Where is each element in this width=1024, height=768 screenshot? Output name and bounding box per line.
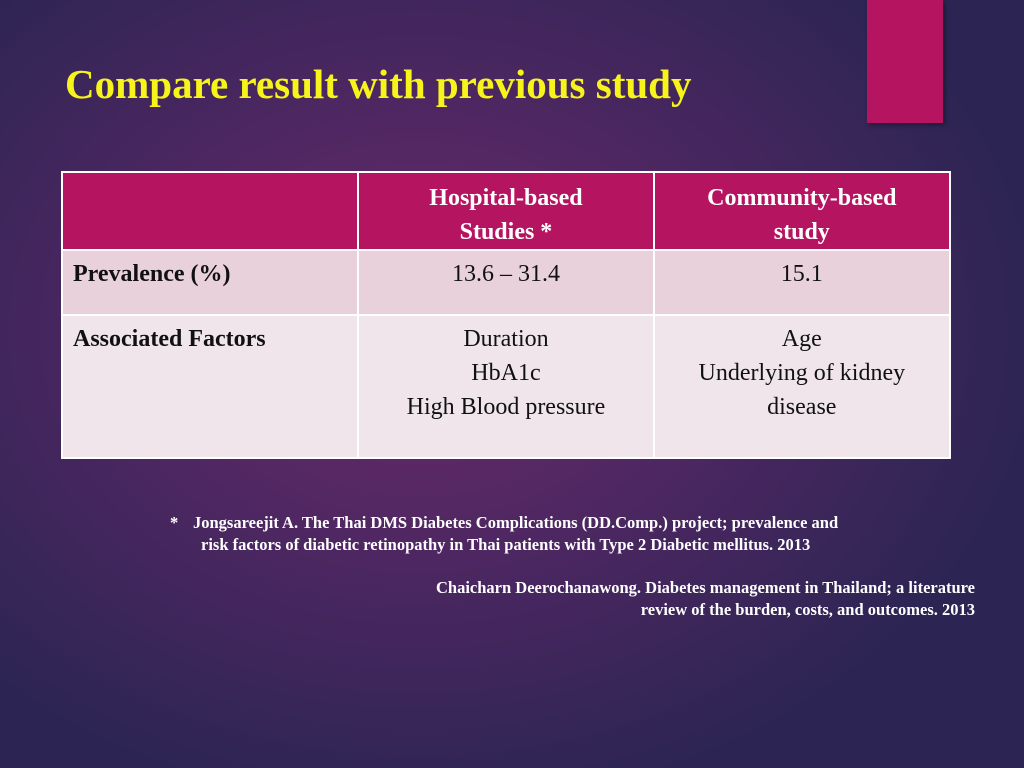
cell-line: disease bbox=[767, 394, 837, 420]
accent-bar bbox=[867, 0, 943, 123]
footnote-marker: * bbox=[170, 513, 179, 532]
cell-text: Associated Factors bbox=[73, 326, 266, 352]
cell-line: High Blood pressure bbox=[406, 394, 606, 420]
table-cell: Community-based study bbox=[652, 171, 952, 251]
table-row: Prevalence (%) 13.6 – 31.4 15.1 bbox=[60, 249, 952, 316]
footnote-line: risk factors of diabetic retinopathy in … bbox=[201, 535, 811, 554]
table-cell: 13.6 – 31.4 bbox=[357, 249, 655, 316]
table-cell: Associated Factors bbox=[60, 314, 360, 459]
cell-line: Studies * bbox=[459, 219, 553, 245]
table-cell: Age Underlying of kidney disease bbox=[652, 314, 952, 459]
header-row: Hospital-based Studies * Community-based st… bbox=[60, 171, 952, 251]
cell-line: 15.1 bbox=[780, 261, 823, 287]
cell-line: Age bbox=[781, 326, 822, 352]
cell-line: Hospital-based bbox=[429, 185, 583, 211]
table-row: Associated Factors Duration HbA1c High Bloo… bbox=[60, 314, 952, 459]
footnote-line: Chaicharn Deerochanawong. Diabetes manag… bbox=[436, 578, 975, 597]
table-cell bbox=[60, 171, 360, 251]
table-cell: 15.1 bbox=[652, 249, 952, 316]
table-cell: Duration HbA1c High Blood pressure bbox=[357, 314, 655, 459]
cell-text: Prevalence (%) bbox=[73, 261, 231, 287]
cell-line: Underlying of kidney bbox=[698, 360, 906, 386]
comparison-table: Hospital-based Studies * Community-based st… bbox=[60, 171, 952, 459]
cell-line: HbA1c bbox=[471, 360, 541, 386]
cell-line: Community-based bbox=[707, 185, 897, 211]
cell-line: 13.6 – 31.4 bbox=[451, 261, 560, 287]
slide-title: Compare result with previous study bbox=[65, 61, 692, 107]
cell-line: study bbox=[773, 219, 830, 245]
footnote-line: Jongsareejit A. The Thai DMS Diabetes Co… bbox=[193, 513, 839, 532]
table-cell: Prevalence (%) bbox=[60, 249, 360, 316]
table-cell: Hospital-based Studies * bbox=[357, 171, 655, 251]
cell-line: Duration bbox=[463, 326, 549, 352]
footnote-line: review of the burden, costs, and outcome… bbox=[640, 600, 975, 619]
